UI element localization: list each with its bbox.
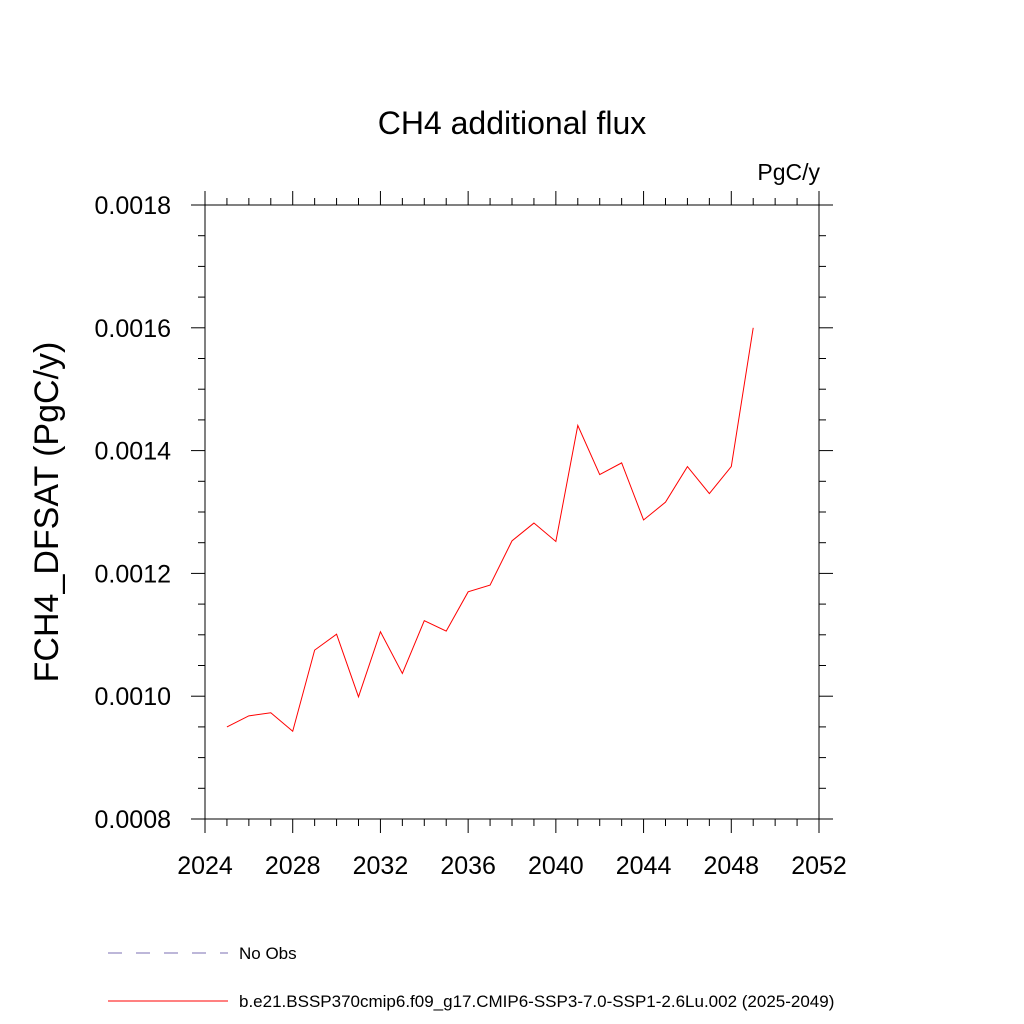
x-tick-label: 2028 <box>265 852 321 880</box>
plot-area <box>204 204 820 820</box>
chart-title: CH4 additional flux <box>378 105 647 141</box>
x-tick-label: 2040 <box>528 852 584 880</box>
legend-label: b.e21.BSSP370cmip6.f09_g17.CMIP6-SSP3-7.… <box>239 992 834 1011</box>
units-label: PgC/y <box>757 159 820 185</box>
y-tick-label: 0.0018 <box>95 192 171 220</box>
y-tick-label: 0.0016 <box>95 315 171 343</box>
plot-frame <box>204 204 820 820</box>
y-axis: 0.0008 0.0010 0.0012 0.0014 0.0016 0.0018 <box>95 192 833 834</box>
x-tick-label: 2044 <box>616 852 672 880</box>
legend: No Obs b.e21.BSSP370cmip6.f09_g17.CMIP6-S… <box>108 944 834 1011</box>
x-tick-label: 2036 <box>440 852 496 880</box>
series-line <box>226 327 754 733</box>
x-tick-label: 2052 <box>791 852 847 880</box>
x-tick-label: 2032 <box>353 852 409 880</box>
series <box>226 327 754 733</box>
x-axis: 2024 2028 2032 2036 2040 2044 2048 2052 <box>177 191 847 880</box>
x-tick-label: 2048 <box>703 852 759 880</box>
y-axis-label: FCH4_DFSAT (PgC/y) <box>28 342 66 683</box>
legend-label: No Obs <box>239 944 297 963</box>
x-tick-label: 2024 <box>177 852 233 880</box>
y-tick-label: 0.0008 <box>95 806 171 834</box>
y-tick-label: 0.0010 <box>95 683 171 711</box>
y-tick-label: 0.0014 <box>95 438 172 466</box>
y-tick-label: 0.0012 <box>95 560 171 588</box>
